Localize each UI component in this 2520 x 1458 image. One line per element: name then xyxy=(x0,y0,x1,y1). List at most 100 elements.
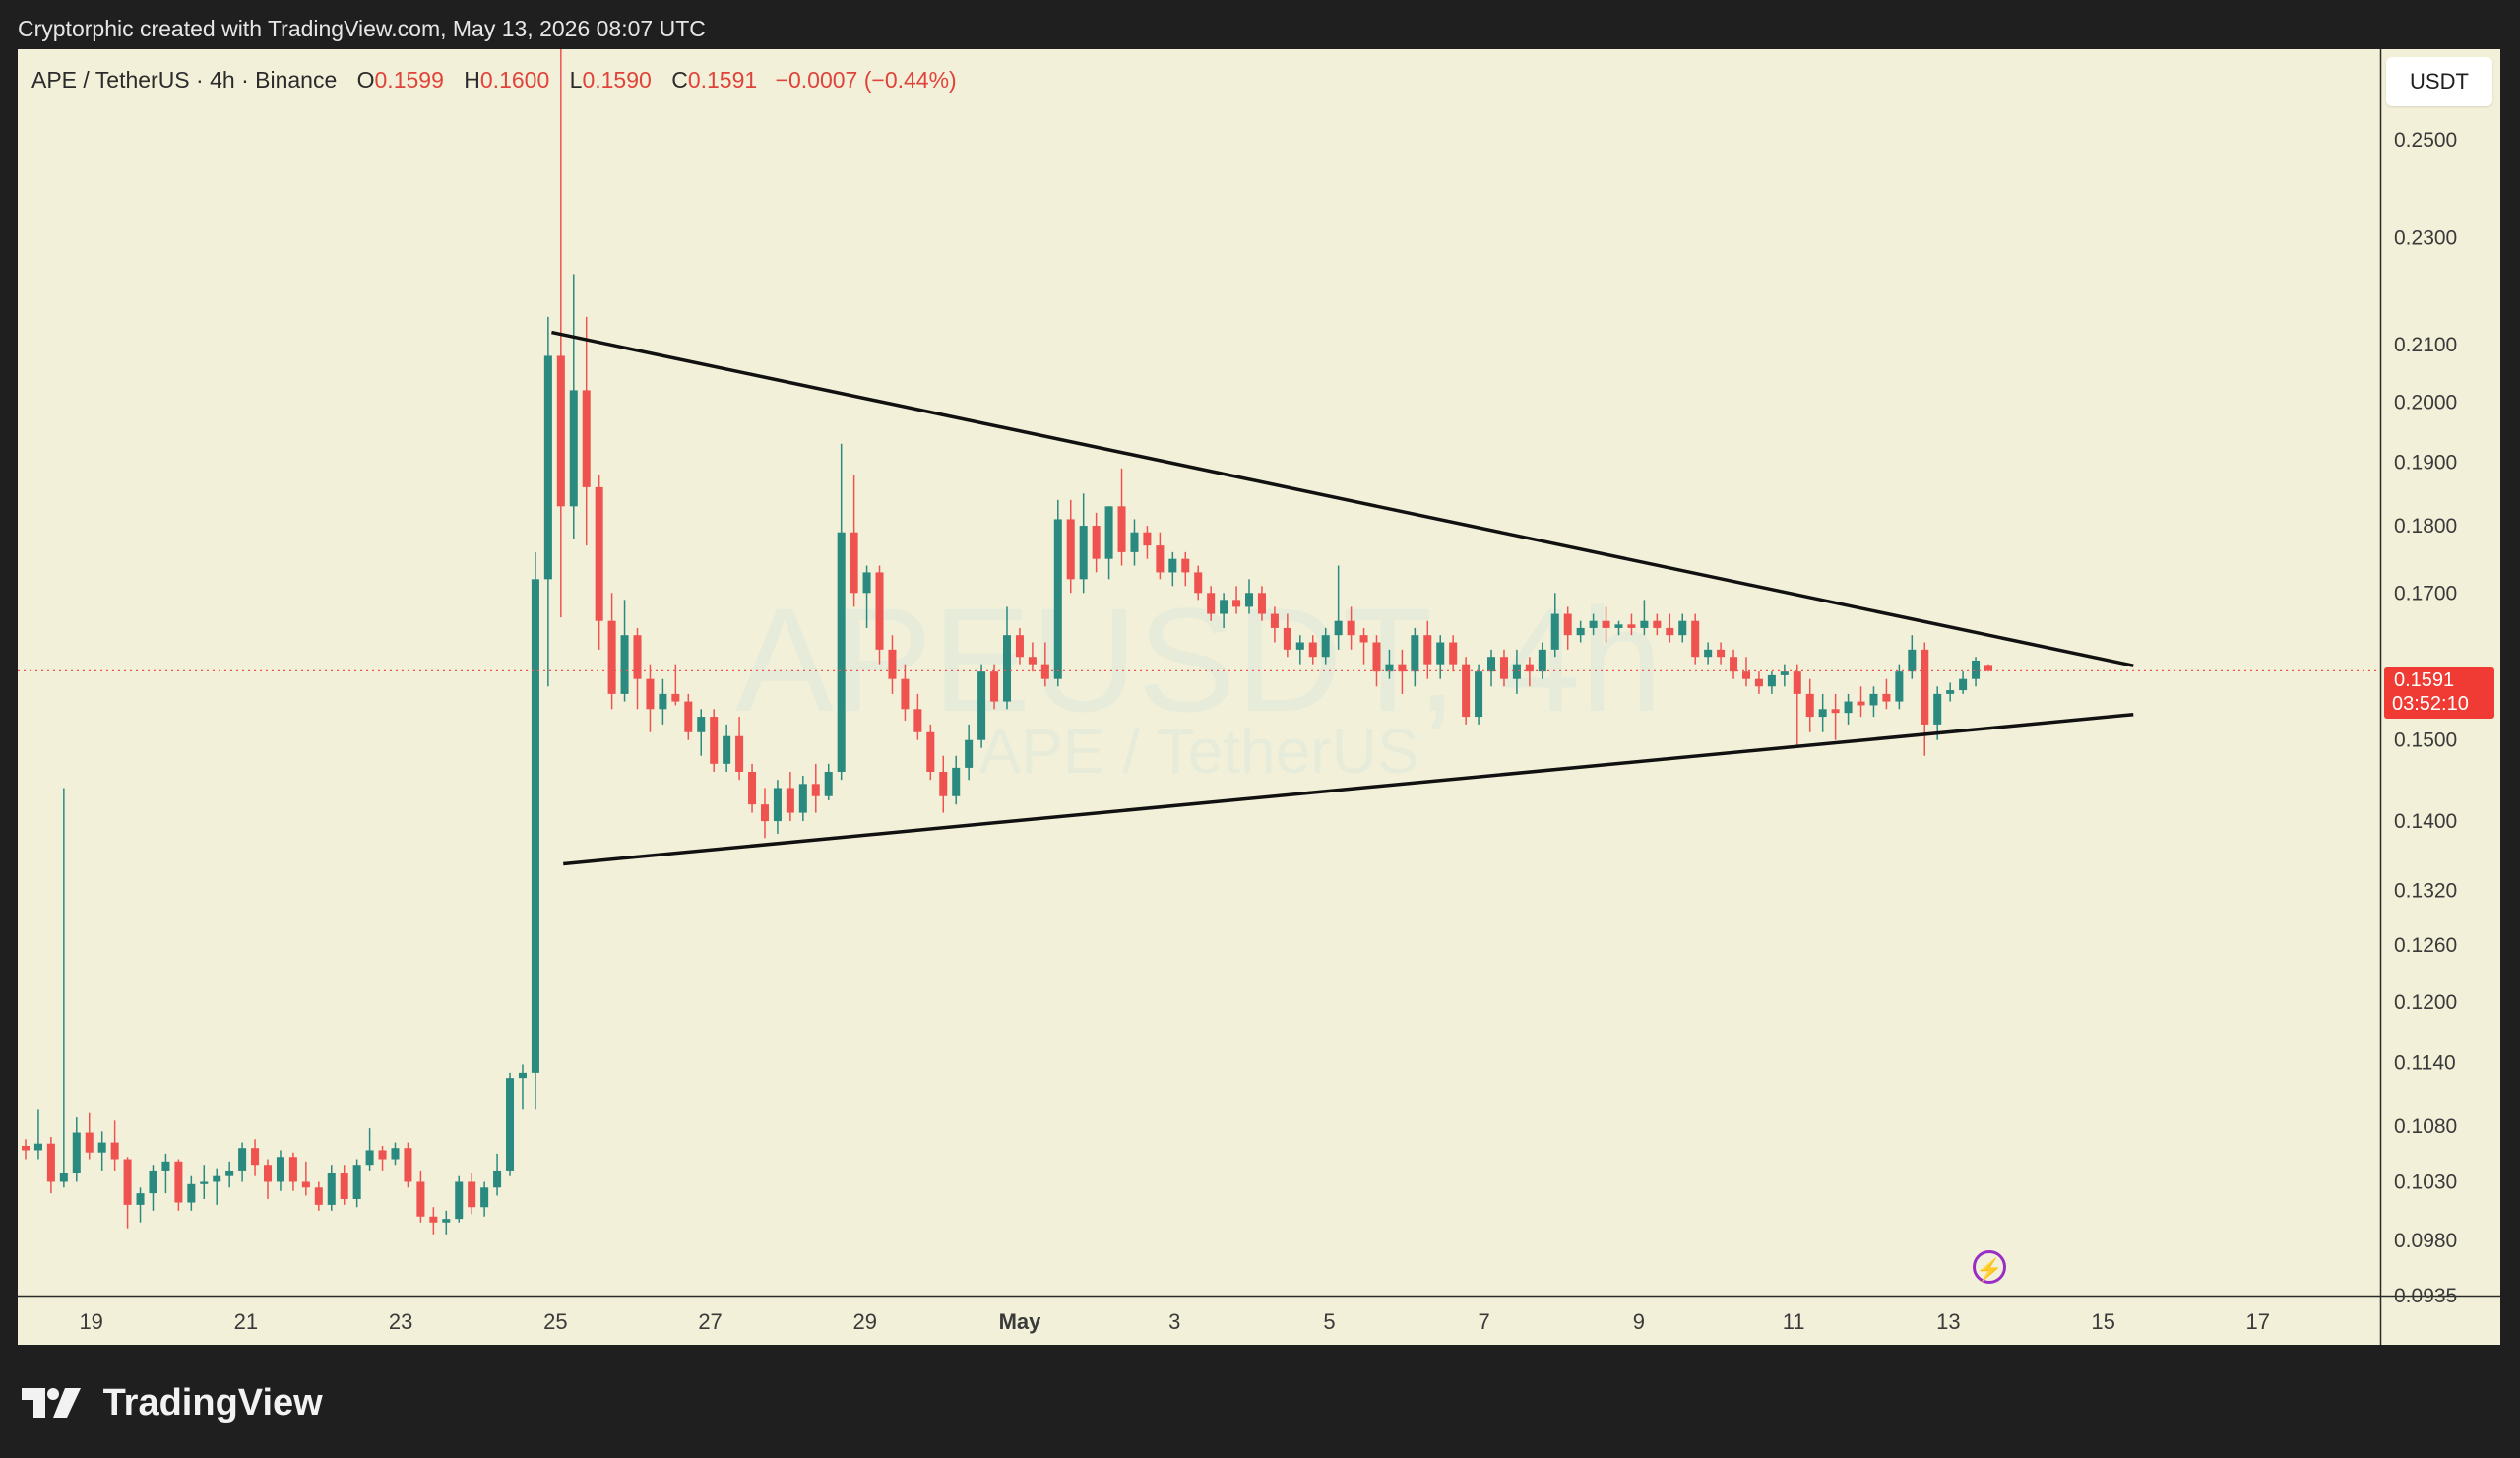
candle-body[interactable] xyxy=(888,649,897,679)
candle-body[interactable] xyxy=(798,784,807,813)
candle-body[interactable] xyxy=(1984,665,1993,671)
candle-body[interactable] xyxy=(850,532,858,594)
candle-body[interactable] xyxy=(276,1157,284,1182)
candle-body[interactable] xyxy=(684,701,693,732)
candle-body[interactable] xyxy=(1015,635,1024,658)
candle-body[interactable] xyxy=(1334,620,1343,636)
candle-body[interactable] xyxy=(1653,620,1662,628)
candle-body[interactable] xyxy=(340,1173,348,1199)
candle-body[interactable] xyxy=(773,788,782,822)
candle-body[interactable] xyxy=(1053,519,1062,679)
candle-body[interactable] xyxy=(1869,693,1878,706)
candle-body[interactable] xyxy=(1780,671,1789,675)
candle-body[interactable] xyxy=(543,355,552,580)
candle-body[interactable] xyxy=(697,717,706,732)
candle-body[interactable] xyxy=(429,1216,438,1223)
candle-body[interactable] xyxy=(1220,600,1228,614)
candle-body[interactable] xyxy=(327,1173,336,1205)
candle-body[interactable] xyxy=(786,788,794,813)
candle-body[interactable] xyxy=(1207,593,1216,614)
candle-body[interactable] xyxy=(1143,532,1152,546)
candle-body[interactable] xyxy=(1423,635,1432,665)
candle-body[interactable] xyxy=(1130,532,1139,552)
candle-body[interactable] xyxy=(1512,664,1521,679)
candle-body[interactable] xyxy=(1959,678,1968,691)
candle-body[interactable] xyxy=(1767,674,1776,687)
candle-body[interactable] xyxy=(378,1150,387,1160)
candle-body[interactable] xyxy=(1805,693,1814,718)
candle-body[interactable] xyxy=(671,693,680,702)
candle-body[interactable] xyxy=(174,1161,183,1203)
candle-body[interactable] xyxy=(1002,635,1012,702)
candle-body[interactable] xyxy=(1194,572,1203,594)
candle-body[interactable] xyxy=(200,1181,209,1184)
candle-body[interactable] xyxy=(1028,657,1037,665)
candle-body[interactable] xyxy=(1232,600,1241,607)
candle-body[interactable] xyxy=(1563,613,1572,636)
candle-body[interactable] xyxy=(301,1181,310,1188)
candle-body[interactable] xyxy=(1040,664,1049,679)
symbol-label[interactable]: APE / TetherUS · 4h · Binance xyxy=(32,67,338,93)
candle-body[interactable] xyxy=(760,804,770,822)
candle-body[interactable] xyxy=(1475,671,1483,718)
candle-body[interactable] xyxy=(1550,613,1559,650)
lightning-icon[interactable]: ⚡ xyxy=(1973,1250,2006,1284)
candle-body[interactable] xyxy=(1538,649,1546,672)
candle-body[interactable] xyxy=(1741,671,1751,679)
candle-body[interactable] xyxy=(1704,649,1713,658)
candle-body[interactable] xyxy=(1117,506,1126,552)
candle-body[interactable] xyxy=(1946,690,1955,694)
chart-frame[interactable]: APEUSDT, 4h APE / TetherUS 0.2500 0.2300 0.2… xyxy=(18,49,2500,1345)
candle-body[interactable] xyxy=(1691,620,1700,658)
candle-body[interactable] xyxy=(633,635,642,679)
candle-body[interactable] xyxy=(1525,664,1534,672)
candle-body[interactable] xyxy=(569,390,578,507)
candle-body[interactable] xyxy=(46,1143,55,1182)
candle-body[interactable] xyxy=(811,784,820,796)
candle-body[interactable] xyxy=(518,1072,527,1079)
candle-body[interactable] xyxy=(735,735,744,772)
candle-body[interactable] xyxy=(582,390,591,487)
candle-body[interactable] xyxy=(352,1165,361,1199)
candle-body[interactable] xyxy=(1576,627,1585,636)
candle-body[interactable] xyxy=(123,1159,132,1205)
candle-body[interactable] xyxy=(1908,649,1917,672)
candle-body[interactable] xyxy=(161,1161,170,1171)
candle-body[interactable] xyxy=(1882,693,1891,702)
candle-body[interactable] xyxy=(1347,620,1355,636)
candle-body[interactable] xyxy=(455,1181,464,1220)
candle-body[interactable] xyxy=(33,1143,42,1151)
candle-body[interactable] xyxy=(416,1181,425,1217)
candle-body[interactable] xyxy=(710,717,719,764)
candle-body[interactable] xyxy=(1678,620,1687,636)
candle-body[interactable] xyxy=(391,1148,400,1160)
candle-body[interactable] xyxy=(837,532,846,772)
candle-body[interactable] xyxy=(723,735,731,764)
candle-body[interactable] xyxy=(607,620,616,694)
candle-body[interactable] xyxy=(1921,649,1929,725)
candle-body[interactable] xyxy=(1933,693,1942,725)
candle-body[interactable] xyxy=(901,678,910,710)
candle-body[interactable] xyxy=(1359,635,1368,643)
candle-body[interactable] xyxy=(1156,545,1165,573)
candle-body[interactable] xyxy=(1895,671,1904,702)
candle-body[interactable] xyxy=(646,678,655,710)
candle-body[interactable] xyxy=(531,579,539,1073)
candle-body[interactable] xyxy=(404,1148,412,1182)
candle-body[interactable] xyxy=(1793,671,1801,694)
candle-body[interactable] xyxy=(1602,620,1610,628)
candle-body[interactable] xyxy=(1449,642,1458,665)
candle-body[interactable] xyxy=(1462,664,1471,718)
candle-body[interactable] xyxy=(1972,660,1981,679)
candle-body[interactable] xyxy=(97,1142,106,1153)
candle-body[interactable] xyxy=(442,1219,451,1223)
candle-body[interactable] xyxy=(1730,657,1738,672)
currency-unit-button[interactable]: USDT xyxy=(2386,57,2492,106)
candle-body[interactable] xyxy=(288,1157,297,1182)
candle-body[interactable] xyxy=(72,1132,81,1173)
candle-body[interactable] xyxy=(659,693,667,710)
candle-body[interactable] xyxy=(1168,558,1177,573)
candle-body[interactable] xyxy=(1270,613,1279,628)
candle-body[interactable] xyxy=(926,731,935,772)
candle-body[interactable] xyxy=(748,771,757,805)
